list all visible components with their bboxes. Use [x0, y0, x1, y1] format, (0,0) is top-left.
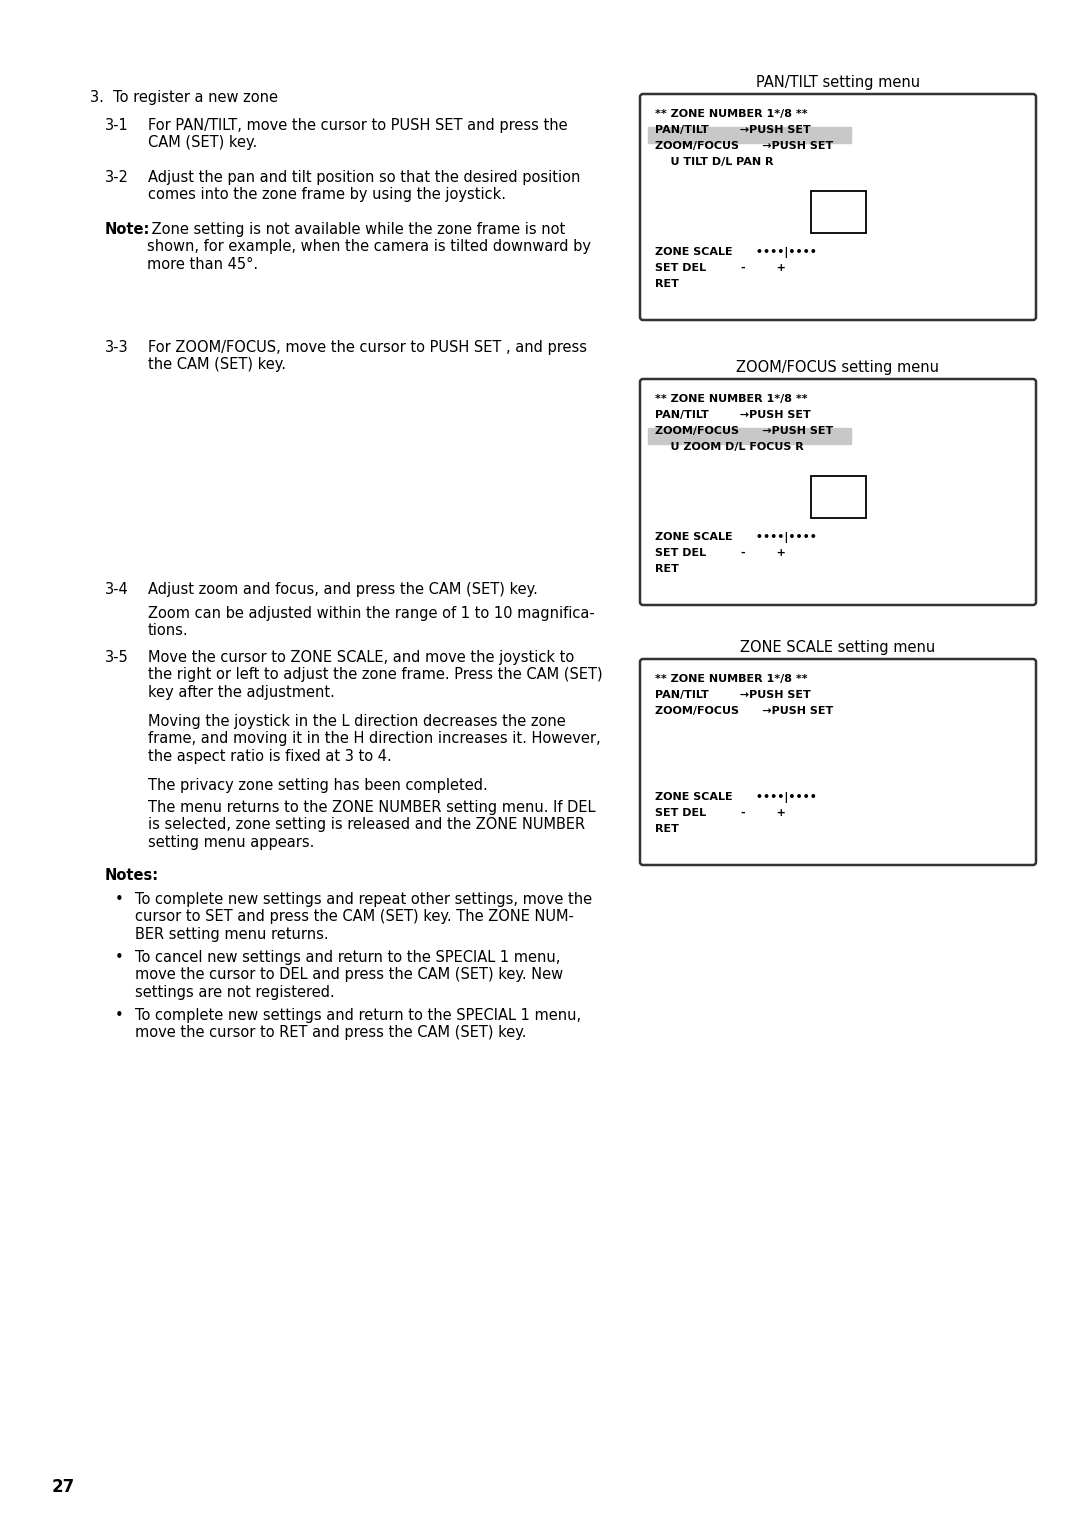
Text: Note:: Note:	[105, 221, 150, 237]
Bar	[810, 191, 865, 233]
Bar	[648, 127, 851, 143]
Text: ZONE SCALE      ••••|••••: ZONE SCALE ••••|••••	[654, 792, 816, 803]
Text: To complete new settings and return to the SPECIAL 1 menu,
move the cursor to RE: To complete new settings and return to t…	[135, 1009, 581, 1041]
Text: ZONE SCALE      ••••|••••: ZONE SCALE ••••|••••	[654, 533, 816, 543]
Text: ** ZONE NUMBER 1*/8 **: ** ZONE NUMBER 1*/8 **	[654, 108, 808, 119]
Text: 3-1: 3-1	[105, 118, 129, 133]
Text: SET DEL         -        +: SET DEL - +	[654, 807, 786, 818]
Text: Zoom can be adjusted within the range of 1 to 10 magnifica-
tions.: Zoom can be adjusted within the range of…	[148, 606, 595, 638]
Bar	[810, 476, 865, 517]
Text: Adjust the pan and tilt position so that the desired position
comes into the zon: Adjust the pan and tilt position so that…	[148, 169, 580, 203]
Text: For PAN/TILT, move the cursor to PUSH SET and press the
CAM (SET) key.: For PAN/TILT, move the cursor to PUSH SE…	[148, 118, 568, 151]
Text: RET: RET	[654, 565, 679, 574]
Text: For ZOOM/FOCUS, move the cursor to PUSH SET , and press
the CAM (SET) key.: For ZOOM/FOCUS, move the cursor to PUSH …	[148, 340, 588, 372]
Text: •: •	[114, 1009, 124, 1022]
Text: ** ZONE NUMBER 1*/8 **: ** ZONE NUMBER 1*/8 **	[654, 394, 808, 404]
Text: SET DEL         -        +: SET DEL - +	[654, 548, 786, 559]
Text: The menu returns to the ZONE NUMBER setting menu. If DEL
is selected, zone setti: The menu returns to the ZONE NUMBER sett…	[148, 800, 595, 850]
Text: 3-2: 3-2	[105, 169, 129, 185]
Text: ZOOM/FOCUS      →PUSH SET: ZOOM/FOCUS →PUSH SET	[654, 707, 834, 716]
Text: ZOOM/FOCUS      →PUSH SET: ZOOM/FOCUS →PUSH SET	[654, 426, 834, 436]
Text: 3.  To register a new zone: 3. To register a new zone	[90, 90, 278, 105]
Text: U ZOOM D/L FOCUS R: U ZOOM D/L FOCUS R	[654, 443, 804, 452]
Text: U TILT D/L PAN R: U TILT D/L PAN R	[654, 157, 773, 166]
Text: Move the cursor to ZONE SCALE, and move the joystick to
the right or left to adj: Move the cursor to ZONE SCALE, and move …	[148, 650, 603, 700]
Text: •: •	[114, 951, 124, 964]
Text: PAN/TILT        →PUSH SET: PAN/TILT →PUSH SET	[654, 125, 811, 134]
Text: RET: RET	[654, 279, 679, 288]
Bar	[648, 427, 851, 444]
FancyBboxPatch shape	[640, 659, 1036, 865]
Text: PAN/TILT        →PUSH SET: PAN/TILT →PUSH SET	[654, 690, 811, 700]
Text: 3-3: 3-3	[105, 340, 129, 356]
Text: PAN/TILT setting menu: PAN/TILT setting menu	[756, 75, 920, 90]
Text: 3-4: 3-4	[105, 581, 129, 597]
Text: ZONE SCALE setting menu: ZONE SCALE setting menu	[741, 639, 935, 655]
Text: 3-5: 3-5	[105, 650, 129, 665]
Text: Adjust zoom and focus, and press the CAM (SET) key.: Adjust zoom and focus, and press the CAM…	[148, 581, 538, 597]
Text: The privacy zone setting has been completed.: The privacy zone setting has been comple…	[148, 778, 488, 794]
Text: SET DEL         -        +: SET DEL - +	[654, 262, 786, 273]
Text: Zone setting is not available while the zone frame is not
shown, for example, wh: Zone setting is not available while the …	[147, 221, 591, 272]
Text: Notes:: Notes:	[105, 868, 159, 884]
Text: ZONE SCALE      ••••|••••: ZONE SCALE ••••|••••	[654, 247, 816, 258]
Text: ** ZONE NUMBER 1*/8 **: ** ZONE NUMBER 1*/8 **	[654, 674, 808, 684]
Text: PAN/TILT        →PUSH SET: PAN/TILT →PUSH SET	[654, 410, 811, 420]
Text: To complete new settings and repeat other settings, move the
cursor to SET and p: To complete new settings and repeat othe…	[135, 893, 592, 942]
Text: Moving the joystick in the L direction decreases the zone
frame, and moving it i: Moving the joystick in the L direction d…	[148, 714, 600, 765]
Text: ZOOM/FOCUS      →PUSH SET: ZOOM/FOCUS →PUSH SET	[654, 140, 834, 151]
FancyBboxPatch shape	[640, 378, 1036, 604]
Text: RET: RET	[654, 824, 679, 835]
Text: •: •	[114, 893, 124, 906]
Text: 27: 27	[52, 1479, 76, 1495]
Text: ZOOM/FOCUS setting menu: ZOOM/FOCUS setting menu	[737, 360, 940, 375]
FancyBboxPatch shape	[640, 95, 1036, 320]
Text: To cancel new settings and return to the SPECIAL 1 menu,
move the cursor to DEL : To cancel new settings and return to the…	[135, 951, 563, 1000]
